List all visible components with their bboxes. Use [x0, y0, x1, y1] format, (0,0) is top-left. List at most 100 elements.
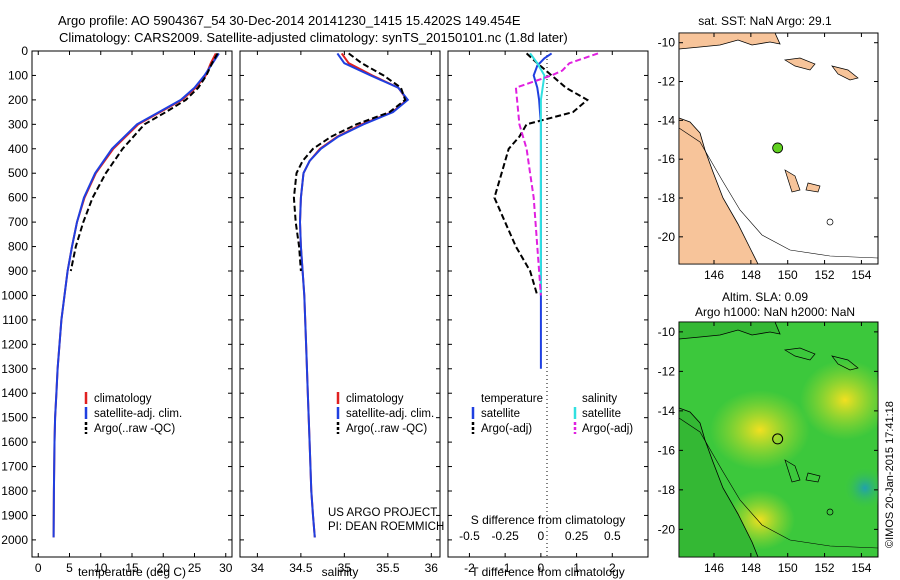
sla-map-field [679, 322, 878, 557]
legend-t-argo: Argo(-adj) [481, 423, 532, 435]
y-tick-label: 2000 [1, 533, 28, 547]
lon-tick-label: 154 [851, 561, 871, 575]
project-annotation: US ARGO PROJECT [328, 507, 437, 519]
s-tick-label: -0.25 [491, 529, 519, 543]
sla-title-2: Argo h1000: NaN h2000: NaN [695, 305, 855, 319]
x-tick-label: 25 [188, 561, 202, 575]
lat-tick-label: -10 [658, 36, 676, 50]
sla-argo-float-marker [772, 433, 784, 445]
series-satellite-adj-clim- [298, 52, 410, 538]
legend-argo: Argo(..raw -QC) [94, 423, 175, 435]
difference-panel: -2 -1 0 1 2 -0.5 -0.25 0 0.25 0.5 S difference f… [447, 50, 649, 579]
legend-title-salinity: salinity [582, 393, 617, 405]
x-tick-label: 2 [609, 561, 616, 575]
salinity-diff-ticks: -0.5 -0.25 0 0.25 0.5 [459, 529, 621, 543]
y-tick-label: 1900 [1, 508, 28, 522]
x-tick-label: 15 [125, 561, 139, 575]
pi-annotation: PI: DEAN ROEMMICH [328, 521, 444, 533]
header-line1: Argo profile: AO 5904367_54 30-Dec-2014 … [58, 13, 521, 28]
lon-tick-label: 148 [741, 268, 761, 282]
x-tick-label: 5 [66, 561, 73, 575]
legend-argo: Argo(..raw -QC) [346, 423, 427, 435]
sla-land-png [679, 322, 781, 340]
temperature-x-axis: 0 5 10 15 20 25 30 [35, 51, 233, 575]
series-argo-raw-qc- [69, 52, 219, 272]
png-land [679, 33, 781, 50]
x-tick-label: 36 [425, 561, 439, 575]
islands [783, 57, 859, 193]
sla-reef-circle [826, 508, 834, 516]
lon-tick-label: 150 [778, 268, 798, 282]
y-tick-label: 1800 [1, 484, 28, 498]
s-tick-label: -0.5 [459, 529, 480, 543]
s-tick-label: 0 [538, 529, 545, 543]
sst-map: sat. SST: NaN Argo: 29.1 146 148 150 152 154… [658, 14, 879, 282]
y-tick-label: 1000 [1, 288, 28, 302]
temperature-axes-frame [31, 50, 233, 558]
y-tick-label: 1600 [1, 435, 28, 449]
sla-title-1: Altim. SLA: 0.09 [722, 290, 808, 304]
legend-satellite: satellite-adj. clim. [94, 408, 182, 420]
lat-tick-label: -20 [658, 522, 676, 536]
legend-title-temperature: temperature [481, 393, 543, 405]
series-satellite-adj-clim- [52, 52, 220, 538]
x-tick-label: 30 [219, 561, 233, 575]
australia-land [679, 117, 759, 264]
lon-tick-label: 154 [851, 268, 871, 282]
salinity-series [292, 52, 410, 538]
salinity-xlabel: salinity [322, 565, 359, 579]
salinity-legend: climatology satellite-adj. clim. Argo(..… [336, 392, 434, 435]
difference-depth-ticks [448, 50, 648, 541]
lon-tick-label: 146 [704, 268, 724, 282]
s-diff-label: S difference from climatology [471, 513, 626, 527]
y-tick-label: 1300 [1, 362, 28, 376]
argo-float-marker [772, 142, 784, 154]
x-tick-label: 0 [35, 561, 42, 575]
salinity-depth-ticks [240, 50, 440, 541]
difference-x-axis: -2 -1 0 1 2 [464, 51, 616, 575]
lon-tick-label: 150 [778, 561, 798, 575]
y-tick-label: 600 [8, 191, 28, 205]
sla-islands [783, 347, 859, 483]
lat-tick-label: -18 [658, 191, 676, 205]
y-tick-label: 1400 [1, 386, 28, 400]
sla-low-e [843, 466, 878, 510]
lat-tick-label: -12 [658, 364, 676, 378]
header-line2: Climatology: CARS2009. Satellite-adjuste… [59, 30, 568, 45]
imos-timestamp: ©IMOS 20-Jan-2015 17:41:18 [884, 401, 896, 548]
x-tick-label: -2 [464, 561, 475, 575]
sla-map-axes: 146 148 150 152 154 -10 -12 -14 -16 -18 -20 [658, 322, 878, 575]
y-tick-label: 1700 [1, 460, 28, 474]
temperature-legend: climatology satellite-adj. clim. Argo(..… [84, 392, 182, 435]
temperature-panel: 0100200300400500600700800900100011001200… [1, 44, 232, 579]
lat-tick-label: -14 [658, 404, 676, 418]
x-tick-label: 20 [157, 561, 171, 575]
difference-axes-frame [447, 50, 649, 558]
y-tick-label: 0 [21, 44, 28, 58]
x-tick-label: 34.5 [289, 561, 313, 575]
sla-land-australia [679, 407, 759, 557]
legend-climatology: climatology [94, 393, 152, 405]
y-tick-label: 400 [8, 142, 28, 156]
legend-climatology: climatology [346, 393, 404, 405]
y-tick-label: 900 [8, 264, 28, 278]
x-tick-label: 35 [338, 561, 352, 575]
y-tick-label: 800 [8, 240, 28, 254]
sst-map-axes: 146 148 150 152 154 -10 -12 -14 -16 -18 -20 [658, 33, 878, 282]
y-tick-label: 200 [8, 93, 28, 107]
series-s-argo-adj- [514, 52, 599, 296]
series-s-satellite [529, 52, 546, 296]
difference-series [493, 52, 599, 369]
lat-tick-label: -16 [658, 152, 676, 166]
sla-map: Altim. SLA: 0.09 Argo h1000: NaN h2000: … [658, 290, 896, 575]
reef-circle [826, 218, 834, 226]
difference-legend: temperature salinity satellite Argo(-adj… [471, 393, 633, 435]
lon-tick-label: 152 [815, 561, 835, 575]
y-tick-label: 100 [8, 68, 28, 82]
salinity-x-axis: 34 34.5 35 35.5 36 [251, 51, 439, 575]
shelf-contour [679, 127, 878, 259]
salinity-axes-frame [239, 50, 441, 558]
y-tick-label: 1200 [1, 337, 28, 351]
sst-map-title: sat. SST: NaN Argo: 29.1 [698, 14, 832, 28]
